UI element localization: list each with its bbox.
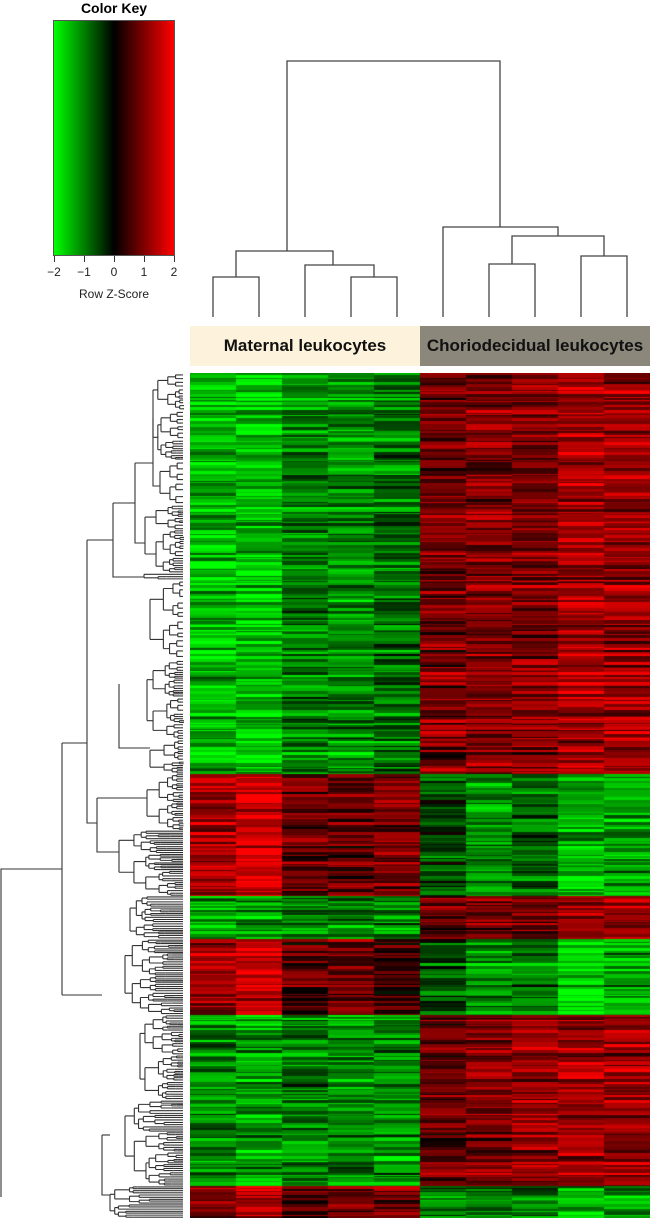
group-label-choriodecidual: Choriodecidual leukocytes <box>420 326 650 366</box>
color-key-gradient <box>53 20 175 256</box>
tick-mark <box>114 256 115 262</box>
color-key-axis-label: Row Z-Score <box>78 287 149 301</box>
tick-label: 2 <box>170 265 178 279</box>
tick-mark <box>84 256 85 262</box>
tick-label: −2 <box>47 265 61 279</box>
heatmap-matrix <box>190 373 650 1218</box>
tick-label: −1 <box>77 265 91 279</box>
tick-mark <box>144 256 145 262</box>
tick-mark <box>174 256 175 262</box>
tick-label: 1 <box>140 265 148 279</box>
tick-mark <box>54 256 55 262</box>
row-dendrogram <box>0 374 184 1218</box>
tick-label: 0 <box>110 265 118 279</box>
column-dendrogram <box>212 60 628 317</box>
group-label-maternal: Maternal leukocytes <box>190 326 420 366</box>
color-key-title: Color Key <box>80 0 148 16</box>
